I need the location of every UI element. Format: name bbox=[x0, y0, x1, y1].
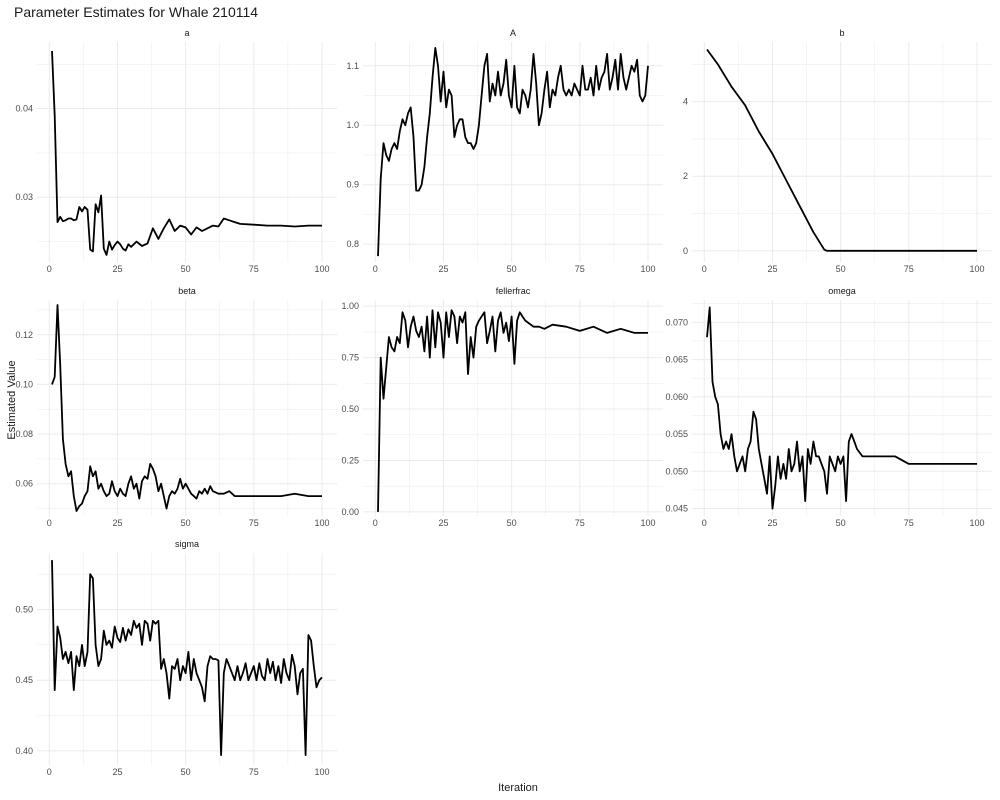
x-tick-label: 100 bbox=[640, 264, 655, 274]
x-tick-label: 50 bbox=[836, 264, 846, 274]
y-tick-label: 1.00 bbox=[341, 301, 359, 311]
series-line-b bbox=[706, 48, 977, 252]
y-tick-label: 0.04 bbox=[15, 104, 33, 114]
facet-panel-sigma: 0 25 50 75 100 0.40 0.45 0.50 sigma bbox=[15, 539, 337, 777]
y-tick-label: 0.06 bbox=[15, 479, 33, 489]
y-tick-label: 0.8 bbox=[346, 239, 359, 249]
y-tick-label: 0.25 bbox=[341, 455, 359, 465]
x-tick-label: 75 bbox=[575, 264, 585, 274]
x-tick-label: 50 bbox=[181, 767, 191, 777]
y-tick-label: 0.12 bbox=[15, 330, 33, 340]
x-tick-label: 50 bbox=[507, 518, 517, 528]
y-tick-label: 0.045 bbox=[665, 504, 688, 514]
y-tick-label: 0.50 bbox=[341, 404, 359, 414]
y-tick-label: 0 bbox=[683, 246, 688, 256]
x-tick-label: 100 bbox=[969, 264, 984, 274]
y-tick-label: 0.050 bbox=[665, 466, 688, 476]
y-tick-label: 0.00 bbox=[341, 507, 359, 517]
series-line-sigma bbox=[51, 560, 323, 756]
x-tick-label: 100 bbox=[314, 767, 329, 777]
facet-strip-label: fellerfrac bbox=[496, 286, 531, 296]
facet-strip-label: beta bbox=[178, 286, 196, 296]
x-tick-label: 100 bbox=[314, 264, 329, 274]
x-tick-label: 75 bbox=[904, 264, 914, 274]
x-tick-label: 0 bbox=[47, 767, 52, 777]
x-tick-label: 75 bbox=[249, 518, 259, 528]
y-tick-label: 1.0 bbox=[346, 120, 359, 130]
x-tick-label: 75 bbox=[904, 518, 914, 528]
facet-strip-label: A bbox=[510, 28, 516, 38]
series-line-a bbox=[51, 50, 322, 256]
facet-panel-fellerfrac: 0 25 50 75 100 0.00 0.25 0.50 0.75 1.00 fellerfrac bbox=[341, 286, 663, 528]
facet-panel-b: 0 25 50 75 100 0 2 4 b bbox=[683, 28, 992, 274]
x-tick-label: 0 bbox=[47, 518, 52, 528]
y-tick-label: 0.45 bbox=[15, 675, 33, 685]
chart-title: Parameter Estimates for Whale 210114 bbox=[14, 4, 259, 20]
x-tick-label: 25 bbox=[767, 264, 777, 274]
y-tick-label: 0.070 bbox=[665, 317, 688, 327]
y-tick-label: 0.065 bbox=[665, 355, 688, 365]
x-tick-label: 25 bbox=[438, 264, 448, 274]
x-tick-label: 25 bbox=[112, 264, 122, 274]
y-tick-label: 0.055 bbox=[665, 429, 688, 439]
x-tick-label: 0 bbox=[702, 518, 707, 528]
y-tick-label: 1.1 bbox=[346, 61, 359, 71]
x-tick-label: 75 bbox=[249, 264, 259, 274]
y-tick-label: 4 bbox=[683, 97, 688, 107]
x-tick-label: 0 bbox=[47, 264, 52, 274]
series-line-beta bbox=[51, 304, 322, 512]
y-tick-label: 0.40 bbox=[15, 746, 33, 756]
x-tick-label: 100 bbox=[640, 518, 655, 528]
series-line-fellerfrac bbox=[377, 309, 648, 512]
x-tick-label: 50 bbox=[181, 264, 191, 274]
y-tick-label: 0.50 bbox=[15, 605, 33, 615]
facet-panel-a: 0 25 50 75 100 0.03 0.04 a bbox=[15, 28, 337, 274]
y-tick-label: 0.08 bbox=[15, 429, 33, 439]
series-line-omega bbox=[706, 306, 977, 510]
y-tick-label: 0.060 bbox=[665, 392, 688, 402]
x-tick-label: 25 bbox=[112, 767, 122, 777]
x-tick-label: 25 bbox=[112, 518, 122, 528]
x-tick-label: 50 bbox=[507, 264, 517, 274]
y-tick-label: 0.10 bbox=[15, 379, 33, 389]
facet-panel-beta: 0 25 50 75 100 0.06 0.08 0.10 0.12 beta bbox=[15, 286, 337, 528]
x-tick-label: 0 bbox=[702, 264, 707, 274]
facet-strip-label: a bbox=[184, 28, 189, 38]
x-tick-label: 50 bbox=[836, 518, 846, 528]
x-axis-label: Iteration bbox=[498, 782, 538, 794]
facet-panel-omega: 0 25 50 75 100 0.045 0.050 0.055 0.060 0.065 0.070… bbox=[665, 286, 992, 528]
x-tick-label: 0 bbox=[373, 264, 378, 274]
x-tick-label: 100 bbox=[969, 518, 984, 528]
facet-strip-label: omega bbox=[828, 286, 856, 296]
x-tick-label: 25 bbox=[438, 518, 448, 528]
x-tick-label: 75 bbox=[575, 518, 585, 528]
y-tick-label: 2 bbox=[683, 171, 688, 181]
x-tick-label: 25 bbox=[767, 518, 777, 528]
y-tick-label: 0.9 bbox=[346, 180, 359, 190]
series-line-a bbox=[377, 47, 649, 257]
facet-panel-a: 0 25 50 75 100 0.8 0.9 1.0 1.1 A bbox=[346, 28, 663, 274]
x-tick-label: 75 bbox=[249, 767, 259, 777]
facet-strip-label: b bbox=[839, 28, 844, 38]
y-tick-label: 0.75 bbox=[341, 353, 359, 363]
facet-strip-label: sigma bbox=[175, 539, 199, 549]
x-tick-label: 100 bbox=[314, 518, 329, 528]
x-tick-label: 0 bbox=[373, 518, 378, 528]
y-tick-label: 0.03 bbox=[15, 192, 33, 202]
x-tick-label: 50 bbox=[181, 518, 191, 528]
